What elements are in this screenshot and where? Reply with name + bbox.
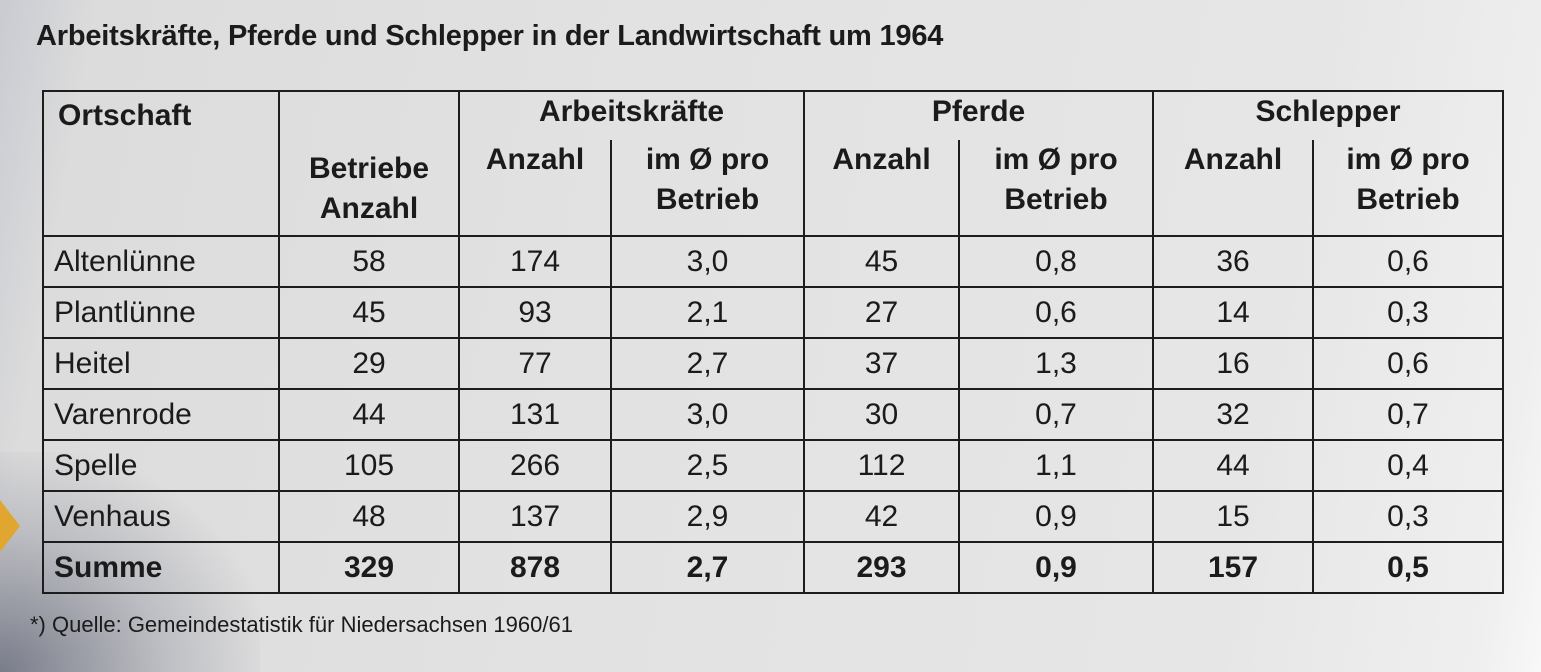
cell-ak-anzahl: 93 — [458, 286, 612, 339]
cell-pf-anzahl: 42 — [803, 490, 961, 543]
cell-sc-anzahl: 32 — [1152, 388, 1315, 441]
cell-ortschaft: Heitel — [42, 337, 280, 390]
cell-betriebe: 44 — [278, 388, 460, 441]
cell-ortschaft: Altenlünne — [42, 235, 280, 288]
header-ak-anzahl: Anzahl — [458, 140, 612, 237]
cell-sc-schnitt: 0,7 — [1312, 388, 1505, 441]
cell-pf-anzahl: 30 — [803, 388, 961, 441]
cell-ortschaft: Varenrode — [42, 388, 280, 441]
header-sc-schnitt: im Ø pro Betrieb — [1312, 140, 1505, 237]
table-body: Altenlünne 58 174 3,0 45 0,8 36 0,6 Plantlünne 45… — [42, 235, 1505, 594]
cell-sc-schnitt: 0,4 — [1312, 439, 1505, 492]
cell-pf-schnitt: 0,9 — [958, 541, 1155, 594]
header-arbeitskraefte: Arbeitskräfte — [457, 90, 806, 140]
header-betriebe-anzahl: Betriebe Anzahl — [278, 140, 460, 237]
cell-ak-schnitt: 2,1 — [609, 286, 806, 339]
cell-ak-anzahl: 878 — [458, 541, 612, 594]
cell-sc-anzahl: 36 — [1152, 235, 1315, 288]
cell-ak-schnitt: 2,5 — [609, 439, 806, 492]
cell-sc-anzahl: 44 — [1152, 439, 1315, 492]
header-pferde: Pferde — [803, 90, 1155, 140]
header-betriebe-label: Betriebe Anzahl — [308, 152, 430, 225]
cell-sc-anzahl: 14 — [1152, 286, 1315, 339]
table-title: Arbeitskräfte, Pferde und Schlepper in d… — [36, 20, 944, 52]
cell-sc-anzahl: 15 — [1152, 490, 1315, 543]
cell-ak-anzahl: 266 — [458, 439, 612, 492]
page-tab-marker — [0, 500, 20, 552]
cell-pf-schnitt: 0,8 — [958, 235, 1155, 288]
cell-ak-anzahl: 131 — [458, 388, 612, 441]
cell-sc-schnitt: 0,6 — [1312, 235, 1505, 288]
cell-betriebe: 105 — [278, 439, 460, 492]
cell-betriebe: 29 — [278, 337, 460, 390]
cell-betriebe: 45 — [278, 286, 460, 339]
cell-ak-schnitt: 2,7 — [609, 541, 806, 594]
sum-row: Summe 329 878 2,7 293 0,9 157 0,5 — [42, 541, 1505, 594]
table-row: Altenlünne 58 174 3,0 45 0,8 36 0,6 — [42, 235, 1505, 288]
header-blank — [278, 90, 460, 140]
cell-ortschaft: Venhaus — [42, 490, 280, 543]
cell-betriebe: 58 — [278, 235, 460, 288]
cell-ak-anzahl: 137 — [458, 490, 612, 543]
cell-sc-schnitt: 0,3 — [1312, 490, 1505, 543]
cell-ak-schnitt: 3,0 — [609, 388, 806, 441]
cell-pf-anzahl: 27 — [803, 286, 961, 339]
table-row: Venhaus 48 137 2,9 42 0,9 15 0,3 — [42, 490, 1505, 543]
cell-ortschaft: Summe — [42, 541, 280, 594]
cell-sc-schnitt: 0,6 — [1312, 337, 1505, 390]
header-schlepper: Schlepper — [1152, 90, 1505, 140]
cell-ak-schnitt: 3,0 — [609, 235, 806, 288]
cell-pf-schnitt: 0,7 — [958, 388, 1155, 441]
header-ak-schnitt: im Ø pro Betrieb — [609, 140, 806, 237]
header-pf-schnitt: im Ø pro Betrieb — [958, 140, 1155, 237]
cell-pf-schnitt: 0,6 — [958, 286, 1155, 339]
header-sc-anzahl: Anzahl — [1152, 140, 1315, 237]
table-row: Varenrode 44 131 3,0 30 0,7 32 0,7 — [42, 388, 1505, 441]
cell-pf-schnitt: 1,1 — [958, 439, 1155, 492]
header-ortschaft: Ortschaft — [42, 90, 280, 237]
cell-sc-schnitt: 0,5 — [1312, 541, 1505, 594]
cell-ak-schnitt: 2,9 — [609, 490, 806, 543]
cell-pf-schnitt: 1,3 — [958, 337, 1155, 390]
table-row: Heitel 29 77 2,7 37 1,3 16 0,6 — [42, 337, 1505, 390]
cell-betriebe: 48 — [278, 490, 460, 543]
cell-ortschaft: Plantlünne — [42, 286, 280, 339]
cell-pf-anzahl: 112 — [803, 439, 961, 492]
cell-pf-anzahl: 45 — [803, 235, 961, 288]
header-pf-anzahl: Anzahl — [803, 140, 961, 237]
table-row: Spelle 105 266 2,5 112 1,1 44 0,4 — [42, 439, 1505, 492]
cell-pf-anzahl: 37 — [803, 337, 961, 390]
cell-pf-schnitt: 0,9 — [958, 490, 1155, 543]
cell-ak-anzahl: 77 — [458, 337, 612, 390]
cell-sc-anzahl: 157 — [1152, 541, 1315, 594]
table-row: Plantlünne 45 93 2,1 27 0,6 14 0,3 — [42, 286, 1505, 339]
cell-betriebe: 329 — [278, 541, 460, 594]
cell-sc-anzahl: 16 — [1152, 337, 1315, 390]
footnote: *) Quelle: Gemeindestatistik für Nieders… — [30, 612, 573, 637]
agriculture-table: Ortschaft Arbeitskräfte Pferde Schlepper… — [42, 90, 1505, 594]
cell-sc-schnitt: 0,3 — [1312, 286, 1505, 339]
cell-ak-schnitt: 2,7 — [609, 337, 806, 390]
cell-ortschaft: Spelle — [42, 439, 280, 492]
cell-pf-anzahl: 293 — [803, 541, 961, 594]
cell-ak-anzahl: 174 — [458, 235, 612, 288]
